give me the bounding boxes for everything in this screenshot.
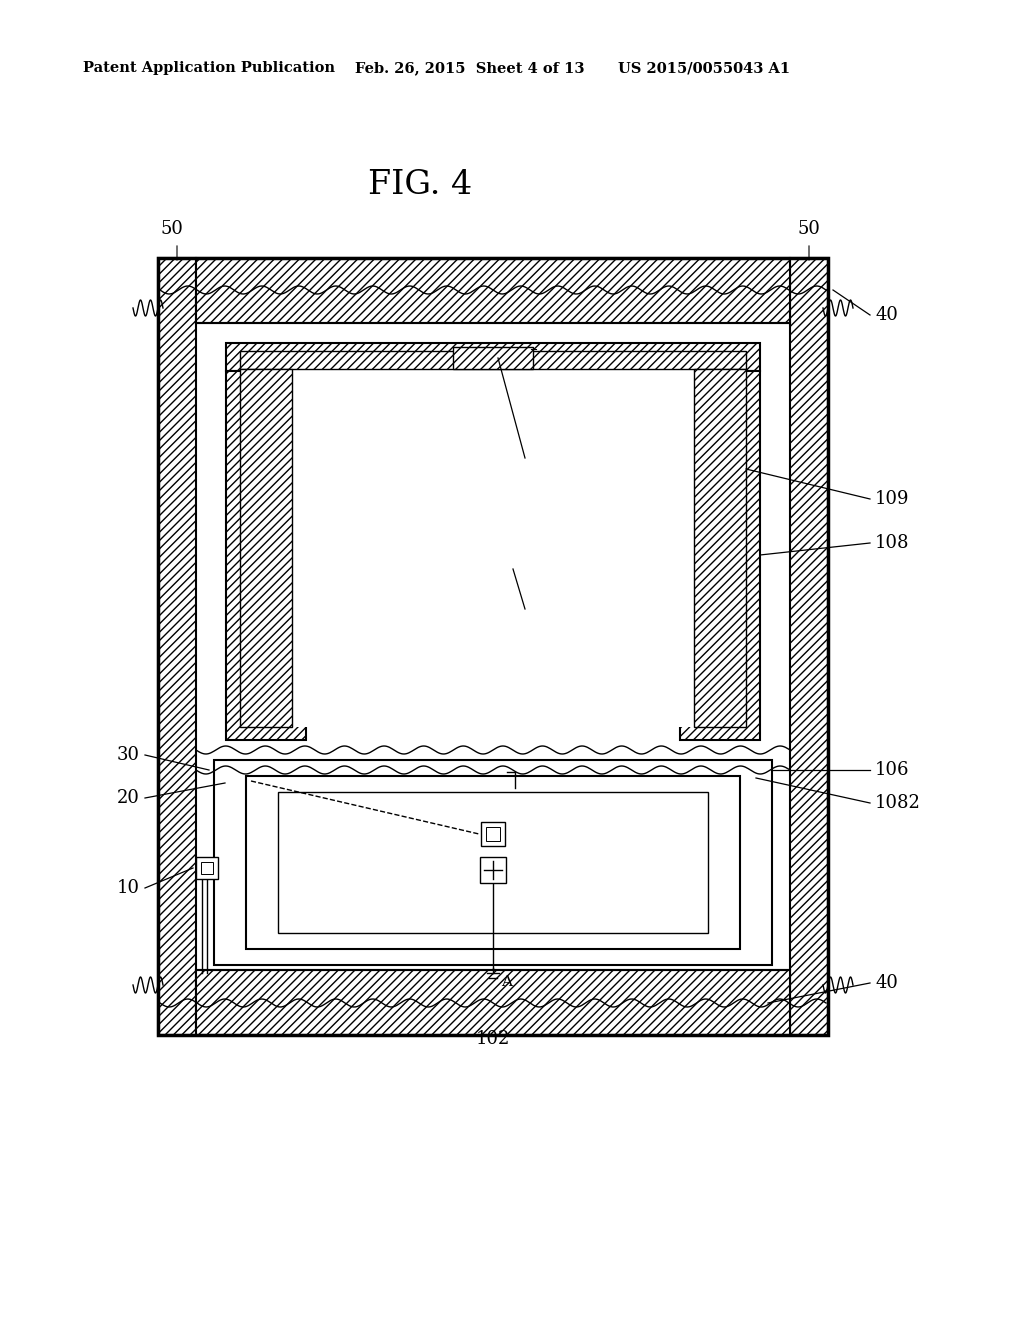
Text: 109: 109 <box>874 490 909 508</box>
Bar <box>201 862 213 874</box>
Text: 102: 102 <box>476 1030 510 1048</box>
Bar <box>240 370 292 727</box>
Bar <box>680 371 760 741</box>
Bar <box>240 351 746 370</box>
Text: 50: 50 <box>161 220 183 238</box>
Text: 1111: 1111 <box>480 465 526 482</box>
Bar <box>214 760 772 965</box>
Text: 40: 40 <box>874 974 898 993</box>
Bar <box>694 370 746 727</box>
Bar <box>306 371 680 741</box>
Text: 106: 106 <box>874 762 909 779</box>
Text: 111: 111 <box>480 615 514 634</box>
Text: A: A <box>501 975 512 989</box>
Text: Patent Application Publication: Patent Application Publication <box>83 61 335 75</box>
Text: FIG. 4: FIG. 4 <box>368 169 472 201</box>
Bar <box>196 857 218 879</box>
Text: Feb. 26, 2015  Sheet 4 of 13: Feb. 26, 2015 Sheet 4 of 13 <box>355 61 585 75</box>
Bar <box>480 857 506 883</box>
Bar <box>226 371 306 741</box>
Bar <box>278 792 708 933</box>
Bar <box>230 768 756 957</box>
Text: US 2015/0055043 A1: US 2015/0055043 A1 <box>618 61 791 75</box>
Bar <box>262 784 724 941</box>
Text: 1082: 1082 <box>874 795 921 812</box>
Bar <box>158 257 828 1035</box>
Bar <box>790 257 828 1035</box>
Bar <box>453 347 534 370</box>
Bar <box>226 343 760 371</box>
Bar <box>246 776 740 949</box>
Bar <box>196 970 790 1035</box>
Bar <box>292 370 694 727</box>
Bar <box>486 828 500 841</box>
Text: 40: 40 <box>874 306 898 323</box>
Bar <box>158 257 196 1035</box>
Bar <box>481 822 505 846</box>
Text: 20: 20 <box>117 789 140 807</box>
Bar <box>196 323 790 970</box>
Text: 30: 30 <box>117 746 140 764</box>
Text: 10: 10 <box>117 879 140 898</box>
Text: 108: 108 <box>874 535 909 552</box>
Bar <box>196 257 790 323</box>
Text: A: A <box>538 348 549 363</box>
Text: 50: 50 <box>798 220 820 238</box>
